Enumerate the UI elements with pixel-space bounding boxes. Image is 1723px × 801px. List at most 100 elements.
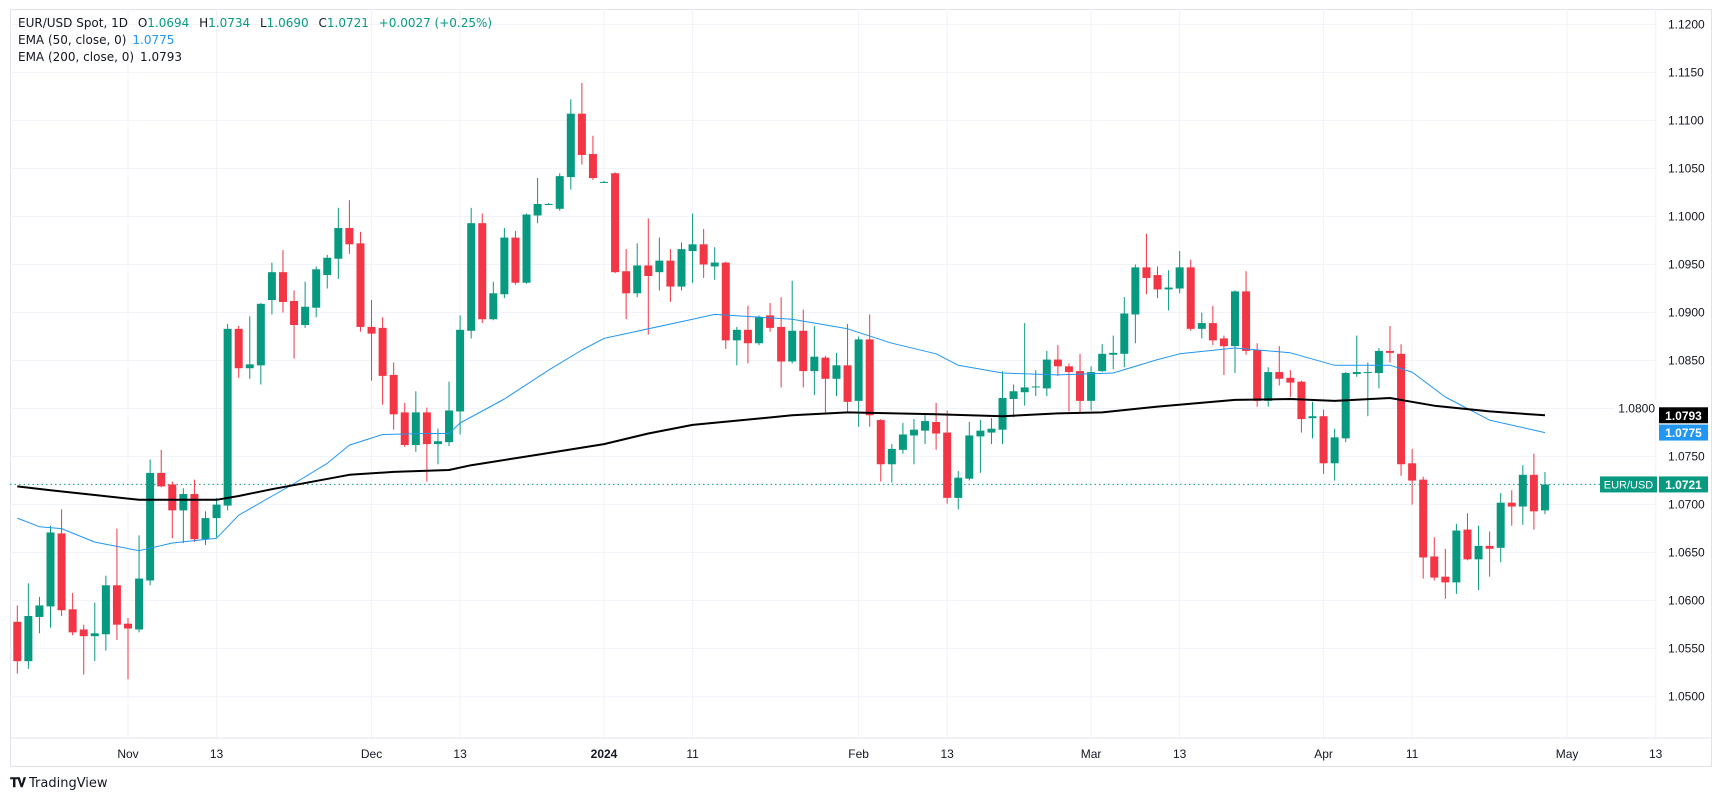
candle-down[interactable] — [743, 329, 752, 344]
candle-up[interactable] — [555, 176, 564, 209]
candle-up[interactable] — [1352, 372, 1361, 374]
candle-up[interactable] — [35, 605, 44, 617]
candle-up[interactable] — [456, 329, 465, 412]
candle-down[interactable] — [290, 300, 299, 325]
candle-down[interactable] — [666, 260, 675, 287]
candle-up[interactable] — [998, 397, 1007, 430]
candle-down[interactable] — [478, 223, 487, 320]
candle-down[interactable] — [1286, 377, 1295, 383]
candle-down[interactable] — [843, 365, 852, 402]
candle-up[interactable] — [24, 616, 33, 662]
candle-down[interactable] — [345, 227, 354, 245]
candle-up[interactable] — [533, 203, 542, 216]
candle-up[interactable] — [267, 272, 276, 301]
candle-up[interactable] — [887, 448, 896, 465]
candle-down[interactable] — [367, 326, 376, 334]
candle-down[interactable] — [766, 315, 775, 328]
candle-up[interactable] — [1474, 545, 1483, 560]
candle-up[interactable] — [1540, 484, 1549, 511]
candle-down[interactable] — [157, 472, 166, 487]
candle-up[interactable] — [1120, 313, 1129, 354]
candle-up[interactable] — [467, 223, 476, 331]
candle-down[interactable] — [588, 154, 597, 179]
legend-ema50-row[interactable]: EMA (50, close, 0) 1.0775 — [18, 32, 492, 49]
candle-down[interactable] — [389, 374, 398, 415]
candle-down[interactable] — [699, 244, 708, 265]
candle-down[interactable] — [68, 609, 77, 633]
candle-up[interactable] — [489, 293, 498, 320]
candle-up[interactable] — [1363, 372, 1372, 374]
candle-up[interactable] — [655, 260, 664, 273]
candle-down[interactable] — [1485, 545, 1494, 549]
candle-down[interactable] — [378, 327, 387, 376]
candle-up[interactable] — [987, 428, 996, 433]
candle-down[interactable] — [577, 113, 586, 155]
candle-up[interactable] — [832, 365, 841, 379]
candle-down[interactable] — [644, 265, 653, 277]
candle-up[interactable] — [301, 306, 310, 325]
candle-down[interactable] — [124, 623, 132, 629]
candle-down[interactable] — [1064, 366, 1073, 373]
candle-up[interactable] — [1231, 291, 1239, 347]
candle-down[interactable] — [1253, 349, 1262, 401]
candle-up[interactable] — [954, 477, 963, 498]
candle-down[interactable] — [400, 412, 409, 446]
candle-down[interactable] — [777, 326, 786, 362]
candle-up[interactable] — [1098, 353, 1107, 372]
candle-down[interactable] — [799, 330, 808, 372]
symbol-title[interactable]: EUR/USD Spot, 1D — [18, 16, 128, 30]
candle-up[interactable] — [212, 504, 221, 519]
candle-down[interactable] — [1507, 502, 1516, 507]
candle-up[interactable] — [1452, 530, 1461, 583]
candle-up[interactable] — [965, 435, 974, 479]
legend-ema200-row[interactable]: EMA (200, close, 0) 1.0793 — [18, 49, 492, 66]
candle-down[interactable] — [1076, 371, 1085, 401]
candle-down[interactable] — [1219, 338, 1228, 347]
candle-down[interactable] — [622, 271, 631, 294]
candle-down[interactable] — [234, 328, 243, 369]
ema200-line[interactable] — [17, 397, 1546, 501]
candle-up[interactable] — [1341, 373, 1350, 439]
candle-down[interactable] — [168, 484, 177, 511]
candle-down[interactable] — [1186, 267, 1195, 329]
candle-up[interactable] — [323, 257, 332, 276]
candle-down[interactable] — [821, 357, 830, 379]
candle-up[interactable] — [245, 364, 254, 369]
candle-down[interactable] — [1385, 350, 1394, 353]
candle-up[interactable] — [522, 214, 531, 283]
candle-up[interactable] — [854, 339, 863, 401]
candle-up[interactable] — [1009, 391, 1018, 399]
candle-up[interactable] — [677, 249, 686, 287]
candle-up[interactable] — [1330, 437, 1339, 464]
candle-up[interactable] — [135, 578, 144, 630]
candle-down[interactable] — [79, 629, 88, 637]
candle-down[interactable] — [1430, 556, 1439, 578]
candle-up[interactable] — [223, 328, 232, 506]
candle-up[interactable] — [976, 430, 985, 437]
candle-up[interactable] — [445, 410, 454, 443]
candle-up[interactable] — [898, 434, 907, 450]
candle-up[interactable] — [1131, 267, 1140, 315]
candle-up[interactable] — [411, 412, 420, 446]
candle-down[interactable] — [511, 237, 520, 283]
candle-up[interactable] — [1164, 287, 1173, 290]
candle-up[interactable] — [256, 303, 265, 366]
candle-down[interactable] — [865, 339, 874, 416]
candle-up[interactable] — [810, 356, 819, 372]
candle-down[interactable] — [876, 420, 885, 465]
candle-up[interactable] — [788, 330, 797, 362]
candle-down[interactable] — [57, 533, 66, 611]
candle-down[interactable] — [943, 432, 952, 498]
candle-down[interactable] — [1053, 359, 1062, 367]
candle-up[interactable] — [1518, 474, 1527, 507]
candle-down[interactable] — [1408, 463, 1417, 481]
candle-up[interactable] — [1087, 372, 1096, 401]
candle-down[interactable] — [932, 422, 941, 434]
candle-up[interactable] — [146, 472, 155, 581]
candle-up[interactable] — [1374, 350, 1383, 374]
candle-up[interactable] — [1042, 359, 1051, 389]
candle-up[interactable] — [921, 421, 930, 431]
candle-up[interactable] — [600, 181, 609, 183]
candle-down[interactable] — [190, 494, 199, 540]
candle-up[interactable] — [1175, 267, 1184, 289]
